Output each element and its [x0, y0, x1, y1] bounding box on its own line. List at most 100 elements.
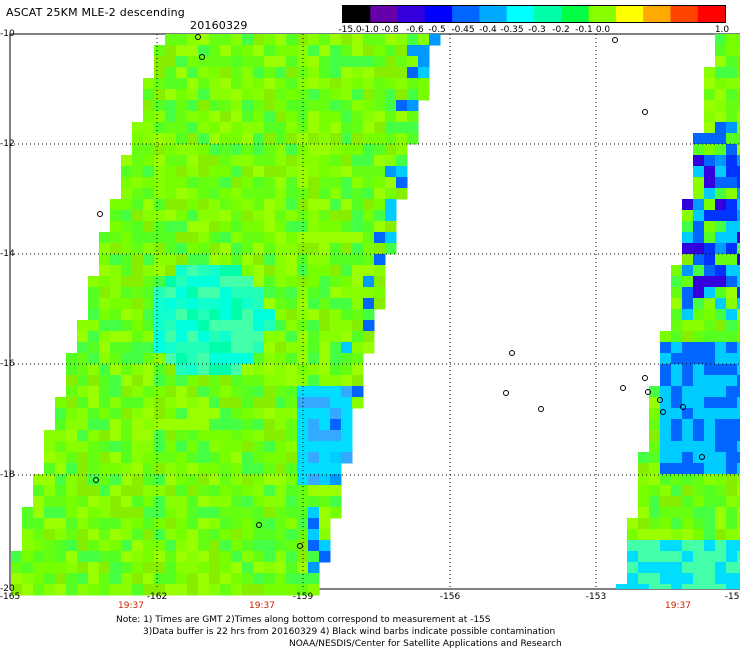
- swath-cell: [99, 342, 111, 354]
- swath-cell: [330, 309, 342, 321]
- swath-cell: [418, 89, 430, 101]
- swath-cell: [396, 89, 408, 101]
- swath-cell: [132, 265, 144, 277]
- swath-cell: [275, 298, 287, 310]
- swath-cell: [132, 254, 144, 266]
- swath-cell: [341, 89, 353, 101]
- swath-cell: [286, 100, 298, 112]
- swath-cell: [209, 265, 221, 277]
- swath-cell: [671, 518, 683, 530]
- swath-cell: [671, 408, 683, 420]
- swath-cell: [121, 287, 133, 299]
- swath-cell: [704, 210, 716, 222]
- swath-cell: [110, 430, 122, 442]
- swath-cell: [253, 221, 265, 233]
- swath-cell: [286, 430, 298, 442]
- swath-cell: [737, 287, 740, 299]
- swath-cell: [198, 430, 210, 442]
- swath-cell: [253, 375, 265, 387]
- island-outline: [538, 406, 544, 412]
- swath-cell: [715, 573, 727, 585]
- swath-cell: [286, 342, 298, 354]
- swath-cell: [198, 45, 210, 57]
- swath-cell: [275, 199, 287, 211]
- swath-cell: [352, 133, 364, 145]
- swath-cell: [143, 122, 155, 134]
- swath-cell: [110, 573, 122, 585]
- swath-cell: [121, 221, 133, 233]
- swath-cell: [22, 529, 34, 541]
- swath-cell: [693, 298, 705, 310]
- swath-cell: [231, 177, 243, 189]
- swath-cell: [132, 177, 144, 189]
- swath-cell: [297, 584, 309, 596]
- swath-cell: [407, 122, 419, 134]
- swath-cell: [132, 419, 144, 431]
- swath-cell: [11, 573, 23, 585]
- swath-cell: [660, 474, 672, 486]
- swath-cell: [77, 397, 89, 409]
- swath-cell: [286, 243, 298, 255]
- swath-cell: [253, 518, 265, 530]
- swath-cell: [231, 331, 243, 343]
- latitude-label: -14: [0, 249, 15, 259]
- swath-cell: [242, 122, 254, 134]
- swath-cell: [264, 441, 276, 453]
- swath-cell: [209, 34, 221, 46]
- swath-cell: [242, 78, 254, 90]
- swath-cell: [704, 507, 716, 519]
- swath-cell: [330, 78, 342, 90]
- swath-cell: [165, 463, 177, 475]
- swath-cell: [682, 221, 694, 233]
- swath-cell: [132, 122, 144, 134]
- swath-cell: [264, 265, 276, 277]
- swath-cell: [44, 584, 56, 596]
- swath-cell: [385, 221, 397, 233]
- colorbar-label: -0.6: [406, 25, 424, 35]
- longitude-label: -150: [724, 592, 740, 602]
- swath-cell: [726, 111, 738, 123]
- swath-cell: [220, 111, 232, 123]
- swath-cell: [121, 397, 133, 409]
- swath-cell: [165, 452, 177, 464]
- swath-cell: [671, 496, 683, 508]
- swath-cell: [132, 320, 144, 332]
- swath-cell: [726, 507, 738, 519]
- swath-cell: [231, 56, 243, 68]
- island-outline: [645, 389, 651, 395]
- swath-cell: [363, 232, 375, 244]
- swath-cell: [154, 89, 166, 101]
- swath-cell: [143, 221, 155, 233]
- swath-cell: [154, 540, 166, 552]
- swath-cell: [77, 331, 89, 343]
- swath-cell: [286, 166, 298, 178]
- swath-cell: [275, 89, 287, 101]
- swath-cell: [385, 144, 397, 156]
- swath-cell: [176, 144, 188, 156]
- swath-cell: [121, 232, 133, 244]
- swath-cell: [693, 452, 705, 464]
- swath-cell: [110, 364, 122, 376]
- swath-cell: [165, 419, 177, 431]
- swath-cell: [253, 298, 265, 310]
- colorbar-segment: [561, 6, 590, 22]
- swath-cell: [253, 419, 265, 431]
- swath-cell: [715, 507, 727, 519]
- swath-cell: [209, 474, 221, 486]
- swath-cell: [726, 210, 738, 222]
- swath-cell: [143, 507, 155, 519]
- swath-cell: [231, 221, 243, 233]
- swath-cell: [638, 540, 650, 552]
- swath-cell: [704, 320, 716, 332]
- swath-cell: [275, 474, 287, 486]
- swath-cell: [209, 298, 221, 310]
- swath-cell: [693, 430, 705, 442]
- swath-cell: [66, 353, 78, 365]
- swath-cell: [352, 100, 364, 112]
- swath-cell: [209, 78, 221, 90]
- swath-cell: [297, 56, 309, 68]
- swath-cell: [286, 45, 298, 57]
- swath-cell: [187, 89, 199, 101]
- swath-cell: [737, 485, 740, 497]
- swath-cell: [231, 265, 243, 277]
